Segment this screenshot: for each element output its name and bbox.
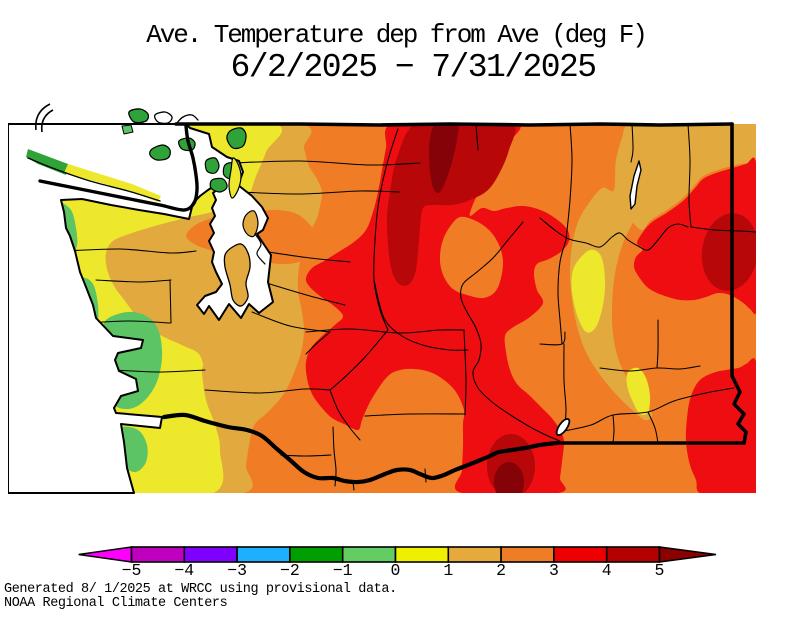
svg-text:−5: −5 bbox=[122, 561, 142, 580]
svg-text:−1: −1 bbox=[333, 561, 353, 580]
svg-text:−4: −4 bbox=[174, 561, 194, 580]
svg-text:1: 1 bbox=[443, 561, 453, 580]
svg-text:0: 0 bbox=[391, 561, 401, 580]
svg-text:4: 4 bbox=[602, 561, 612, 580]
svg-text:2: 2 bbox=[496, 561, 506, 580]
svg-text:−3: −3 bbox=[227, 561, 247, 580]
svg-text:3: 3 bbox=[549, 561, 559, 580]
svg-text:−2: −2 bbox=[280, 561, 300, 580]
svg-text:5: 5 bbox=[655, 561, 665, 580]
